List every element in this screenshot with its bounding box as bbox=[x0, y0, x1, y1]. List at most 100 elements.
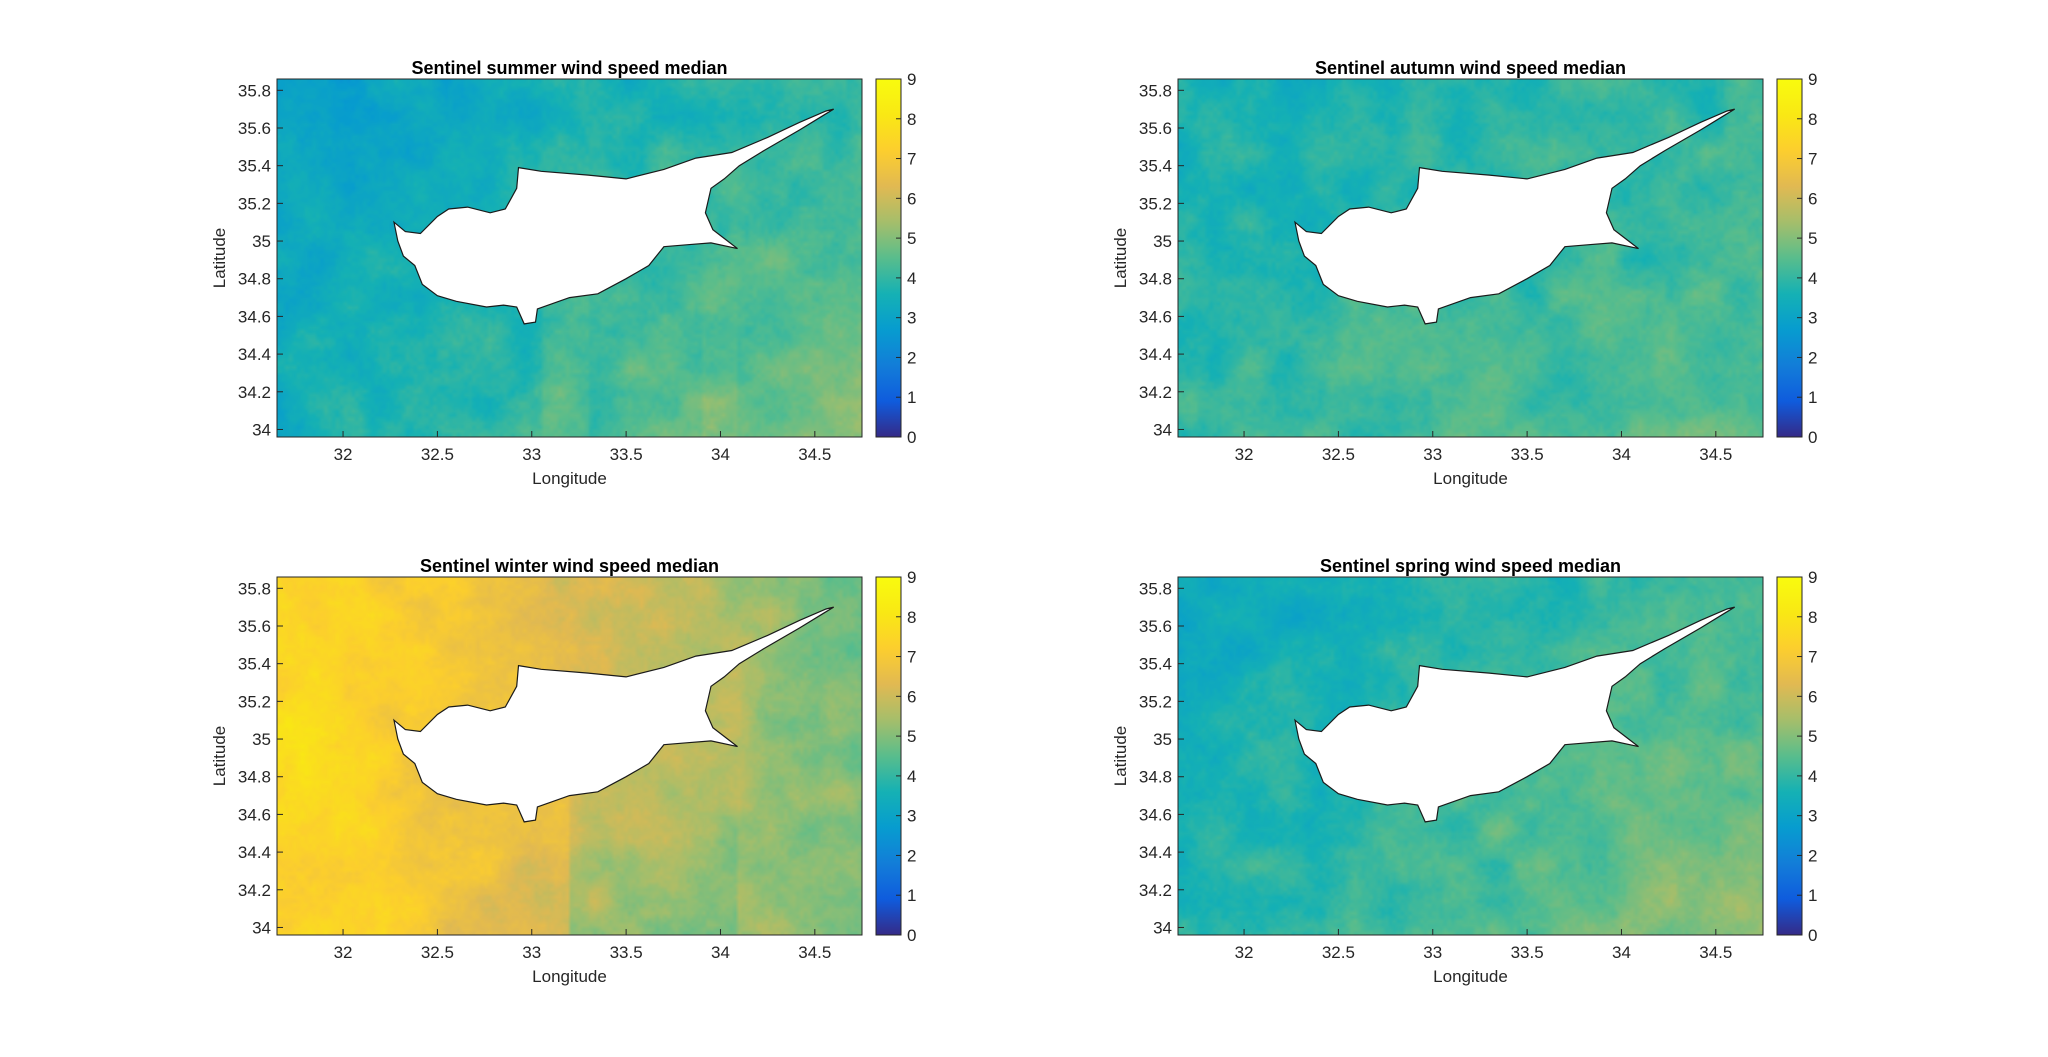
x-axis-label: Longitude bbox=[532, 967, 607, 986]
y-tick-label: 34 bbox=[252, 420, 271, 439]
x-tick-label: 34.5 bbox=[1699, 445, 1732, 464]
y-tick-label: 35.2 bbox=[1139, 194, 1172, 213]
x-tick-label: 34.5 bbox=[798, 943, 831, 962]
x-tick-label: 33.5 bbox=[1511, 943, 1544, 962]
colorbar-tick-label: 7 bbox=[907, 648, 916, 667]
y-tick-label: 34.6 bbox=[238, 307, 271, 326]
colorbar-tick-label: 1 bbox=[907, 388, 916, 407]
y-axis-label: Latitude bbox=[210, 228, 229, 289]
x-tick-label: 34 bbox=[1612, 445, 1631, 464]
colorbar-tick-label: 2 bbox=[1808, 348, 1817, 367]
y-tick-label: 35.6 bbox=[238, 617, 271, 636]
colorbar-tick-label: 9 bbox=[1808, 70, 1817, 89]
colorbar-tick-label: 0 bbox=[1808, 428, 1817, 447]
x-axis-label: Longitude bbox=[1433, 967, 1508, 986]
colorbar-tick-label: 9 bbox=[907, 568, 916, 587]
x-tick-label: 33.5 bbox=[610, 445, 643, 464]
colorbar-tick-label: 2 bbox=[907, 348, 916, 367]
x-tick-label: 32.5 bbox=[1322, 943, 1355, 962]
y-tick-label: 35.4 bbox=[1139, 655, 1172, 674]
y-tick-label: 35.6 bbox=[238, 119, 271, 138]
colorbar bbox=[1776, 576, 1803, 936]
axes-frame bbox=[1177, 78, 1764, 438]
y-tick-label: 35.2 bbox=[238, 194, 271, 213]
colorbar-tick-label: 8 bbox=[907, 110, 916, 129]
x-tick-label: 34 bbox=[711, 943, 730, 962]
y-tick-label: 34.2 bbox=[238, 881, 271, 900]
x-tick-label: 32 bbox=[1235, 943, 1254, 962]
y-axis-label: Latitude bbox=[1111, 228, 1130, 289]
colorbar-tick-label: 1 bbox=[907, 886, 916, 905]
colorbar bbox=[1776, 78, 1803, 438]
y-tick-label: 34.8 bbox=[1139, 768, 1172, 787]
colorbar-tick-label: 5 bbox=[907, 229, 916, 248]
colorbar-tick-label: 5 bbox=[907, 727, 916, 746]
cyprus-land-mask bbox=[1294, 108, 1736, 325]
colorbar-tick-label: 3 bbox=[1808, 309, 1817, 328]
cyprus-land-mask bbox=[393, 108, 835, 325]
colorbar-tick-label: 0 bbox=[907, 926, 916, 945]
cyprus-land-mask bbox=[393, 606, 835, 823]
y-tick-label: 34.8 bbox=[1139, 270, 1172, 289]
y-tick-label: 35.6 bbox=[1139, 119, 1172, 138]
x-tick-label: 33.5 bbox=[610, 943, 643, 962]
cyprus-land-mask bbox=[1294, 606, 1736, 823]
colorbar-tick-label: 2 bbox=[1808, 846, 1817, 865]
y-tick-label: 35.4 bbox=[238, 655, 271, 674]
y-tick-label: 34.2 bbox=[1139, 383, 1172, 402]
colorbar-tick-label: 6 bbox=[907, 189, 916, 208]
axes-frame bbox=[276, 576, 863, 936]
map-panel-3: 32 32.5 33 33.5 34 34.53434.234.434.634.83535… bbox=[1111, 556, 1817, 986]
colorbar-tick-label: 6 bbox=[1808, 687, 1817, 706]
y-tick-label: 34.8 bbox=[238, 270, 271, 289]
colorbar-tick-label: 5 bbox=[1808, 727, 1817, 746]
x-tick-label: 33 bbox=[522, 943, 541, 962]
colorbar-tick-label: 2 bbox=[907, 846, 916, 865]
x-tick-label: 32.5 bbox=[421, 943, 454, 962]
colorbar-tick-label: 7 bbox=[907, 150, 916, 169]
colorbar bbox=[875, 576, 902, 936]
map-panel-0: 32 32.5 33 33.5 34 34.53434.234.434.634.83535… bbox=[210, 58, 916, 488]
colorbar-tick-label: 8 bbox=[907, 608, 916, 627]
y-tick-label: 35.6 bbox=[1139, 617, 1172, 636]
colorbar-tick-label: 1 bbox=[1808, 886, 1817, 905]
panel-title: Sentinel winter wind speed median bbox=[420, 556, 719, 576]
colorbar-tick-label: 4 bbox=[907, 767, 916, 786]
y-tick-label: 35.8 bbox=[238, 579, 271, 598]
y-tick-label: 34 bbox=[1153, 420, 1172, 439]
colorbar-tick-label: 3 bbox=[1808, 807, 1817, 826]
colorbar-tick-label: 6 bbox=[907, 687, 916, 706]
colorbar-tick-label: 3 bbox=[907, 807, 916, 826]
y-tick-label: 34 bbox=[1153, 918, 1172, 937]
x-tick-label: 32.5 bbox=[421, 445, 454, 464]
x-tick-label: 33 bbox=[1423, 943, 1442, 962]
x-tick-label: 33.5 bbox=[1511, 445, 1544, 464]
x-tick-label: 33 bbox=[1423, 445, 1442, 464]
map-panel-1: 32 32.5 33 33.5 34 34.53434.234.434.634.83535… bbox=[1111, 58, 1817, 488]
y-tick-label: 35 bbox=[252, 232, 271, 251]
colorbar-tick-label: 7 bbox=[1808, 150, 1817, 169]
colorbar-tick-label: 4 bbox=[1808, 767, 1817, 786]
colorbar-tick-label: 8 bbox=[1808, 608, 1817, 627]
colorbar bbox=[875, 78, 902, 438]
y-tick-label: 34.8 bbox=[238, 768, 271, 787]
y-tick-label: 35.4 bbox=[238, 157, 271, 176]
colorbar-tick-label: 8 bbox=[1808, 110, 1817, 129]
colorbar-tick-label: 0 bbox=[1808, 926, 1817, 945]
x-tick-label: 34.5 bbox=[798, 445, 831, 464]
y-tick-label: 34.2 bbox=[1139, 881, 1172, 900]
x-tick-label: 34 bbox=[1612, 943, 1631, 962]
colorbar-tick-label: 4 bbox=[1808, 269, 1817, 288]
y-tick-label: 34.6 bbox=[238, 805, 271, 824]
y-axis-label: Latitude bbox=[210, 726, 229, 787]
axes-frame bbox=[276, 78, 863, 438]
panel-title: Sentinel summer wind speed median bbox=[411, 58, 727, 78]
colorbar-tick-label: 4 bbox=[907, 269, 916, 288]
y-tick-label: 34.6 bbox=[1139, 805, 1172, 824]
y-axis-label: Latitude bbox=[1111, 726, 1130, 787]
colorbar-tick-label: 5 bbox=[1808, 229, 1817, 248]
y-tick-label: 34 bbox=[252, 918, 271, 937]
panel-title: Sentinel spring wind speed median bbox=[1320, 556, 1621, 576]
